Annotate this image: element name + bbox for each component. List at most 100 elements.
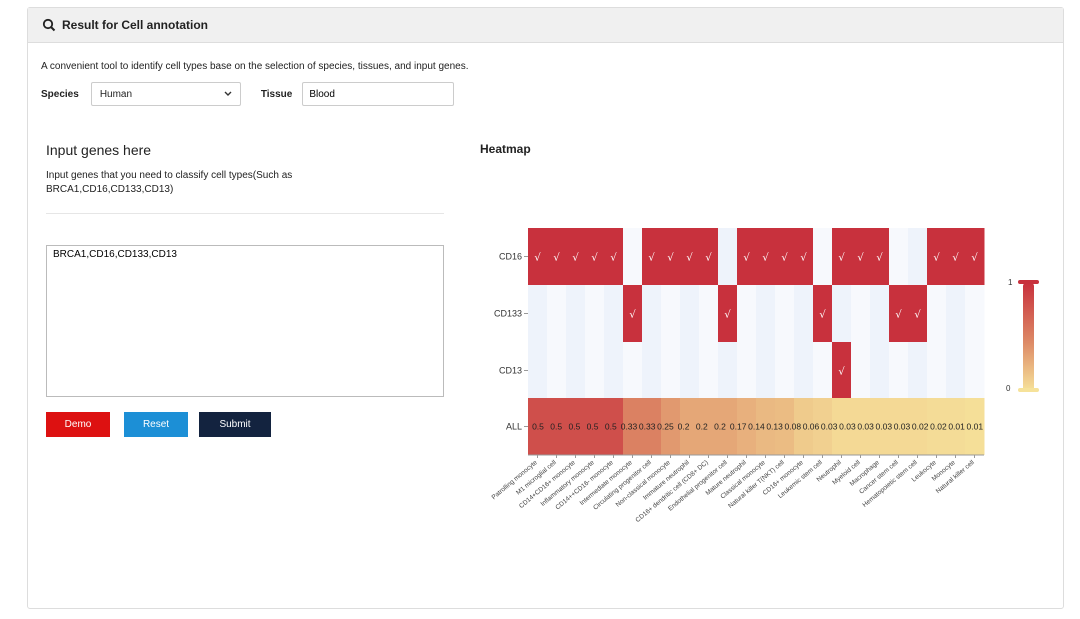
check-mark: √ <box>553 253 560 264</box>
check-mark: √ <box>971 253 978 264</box>
row-label-cd16: CD16 <box>499 252 522 262</box>
all-value-label: 0.25 <box>657 422 674 432</box>
divider <box>46 213 444 214</box>
heatmap-cell <box>946 398 966 455</box>
heatmap-cell <box>585 342 605 399</box>
heatmap-cell <box>718 285 738 342</box>
all-value-label: 0.06 <box>803 422 820 432</box>
legend-handle-top <box>1018 280 1039 284</box>
heatmap-cell <box>870 228 890 285</box>
heatmap-cell <box>775 228 795 285</box>
check-mark: √ <box>648 253 655 264</box>
heatmap-cell <box>794 285 814 342</box>
heatmap-cell <box>604 398 624 455</box>
heatmap-cell <box>699 285 719 342</box>
legend-gradient <box>1023 283 1034 391</box>
panel-header: Result for Cell annotation <box>28 8 1063 43</box>
demo-button[interactable]: Demo <box>46 412 110 437</box>
heatmap-cell <box>737 285 757 342</box>
heatmap-cell <box>566 285 586 342</box>
legend-min-label: 0 <box>1006 384 1011 393</box>
all-value-label: 0.5 <box>532 422 544 432</box>
check-mark: √ <box>743 253 750 264</box>
heatmap-cell <box>946 285 966 342</box>
all-value-label: 0.03 <box>821 422 838 432</box>
heatmap-title: Heatmap <box>480 142 531 156</box>
heatmap-cell <box>775 342 795 399</box>
heatmap-cell <box>908 398 928 455</box>
check-mark: √ <box>857 253 864 264</box>
check-mark: √ <box>610 253 617 264</box>
heatmap-cell <box>661 398 681 455</box>
heatmap-cell <box>680 285 700 342</box>
heatmap-cell <box>718 228 738 285</box>
heatmap-cell <box>927 342 947 399</box>
all-value-label: 0.02 <box>912 422 929 432</box>
heatmap-cell <box>794 228 814 285</box>
heatmap-cell <box>566 342 586 399</box>
all-value-label: 0.2 <box>696 422 708 432</box>
heatmap-cell <box>566 228 586 285</box>
heatmap-cell <box>737 228 757 285</box>
tool-description: A convenient tool to identify cell types… <box>41 61 469 72</box>
check-mark: √ <box>686 253 693 264</box>
reset-button[interactable]: Reset <box>124 412 188 437</box>
heatmap-cell <box>699 228 719 285</box>
heatmap-cell <box>547 285 567 342</box>
heatmap-cell <box>547 398 567 455</box>
all-value-label: 0.03 <box>857 422 874 432</box>
heatmap-cell <box>604 228 624 285</box>
all-value-label: 0.03 <box>894 422 911 432</box>
heatmap-cell <box>642 342 662 399</box>
check-mark: √ <box>914 310 921 321</box>
heatmap-cell <box>870 398 890 455</box>
input-genes-title: Input genes here <box>46 142 152 158</box>
tissue-input[interactable] <box>302 82 455 106</box>
heatmap-cell <box>528 285 548 342</box>
genes-textarea[interactable]: BRCA1,CD16,CD133,CD13 <box>46 245 444 397</box>
heatmap-cell <box>965 228 985 285</box>
heatmap-cell <box>737 398 757 455</box>
check-mark: √ <box>762 253 769 264</box>
all-value-label: 0.02 <box>930 422 947 432</box>
check-mark: √ <box>838 367 845 378</box>
heatmap-cell <box>623 285 643 342</box>
all-value-label: 0.03 <box>839 422 856 432</box>
heatmap-cell <box>680 228 700 285</box>
heatmap-cell <box>832 342 852 399</box>
heatmap-cell <box>661 285 681 342</box>
all-value-label: 0.2 <box>714 422 726 432</box>
heatmap-cell <box>756 342 776 399</box>
heatmap-cell <box>927 228 947 285</box>
submit-button[interactable]: Submit <box>199 412 271 437</box>
heatmap-cell <box>585 398 605 455</box>
heatmap-cell <box>623 228 643 285</box>
check-mark: √ <box>895 310 902 321</box>
heatmap-cell <box>547 342 567 399</box>
heatmap-cell <box>775 398 795 455</box>
heatmap-cell <box>870 285 890 342</box>
legend-max-label: 1 <box>1008 278 1013 287</box>
heatmap-cell <box>851 228 871 285</box>
species-label: Species <box>41 88 79 100</box>
check-mark: √ <box>534 253 541 264</box>
heatmap-cell <box>965 342 985 399</box>
heatmap-cell <box>642 228 662 285</box>
result-panel: Result for Cell annotation A convenient … <box>27 7 1064 609</box>
heatmap-cell <box>794 342 814 399</box>
all-value-label: 0.5 <box>605 422 617 432</box>
all-value-label: 0.13 <box>766 422 783 432</box>
all-value-label: 0.5 <box>550 422 562 432</box>
check-mark: √ <box>591 253 598 264</box>
heatmap-cell <box>965 398 985 455</box>
heatmap-cell <box>585 228 605 285</box>
heatmap-cell <box>699 398 719 455</box>
heatmap-cell <box>718 398 738 455</box>
heatmap-cell <box>737 342 757 399</box>
heatmap-cell <box>547 228 567 285</box>
all-value-label: 0.17 <box>730 422 747 432</box>
species-select[interactable]: Human <box>90 82 241 106</box>
all-value-label: 0.5 <box>587 422 599 432</box>
legend-handle-bottom <box>1018 388 1039 392</box>
heatmap-cell <box>832 398 852 455</box>
